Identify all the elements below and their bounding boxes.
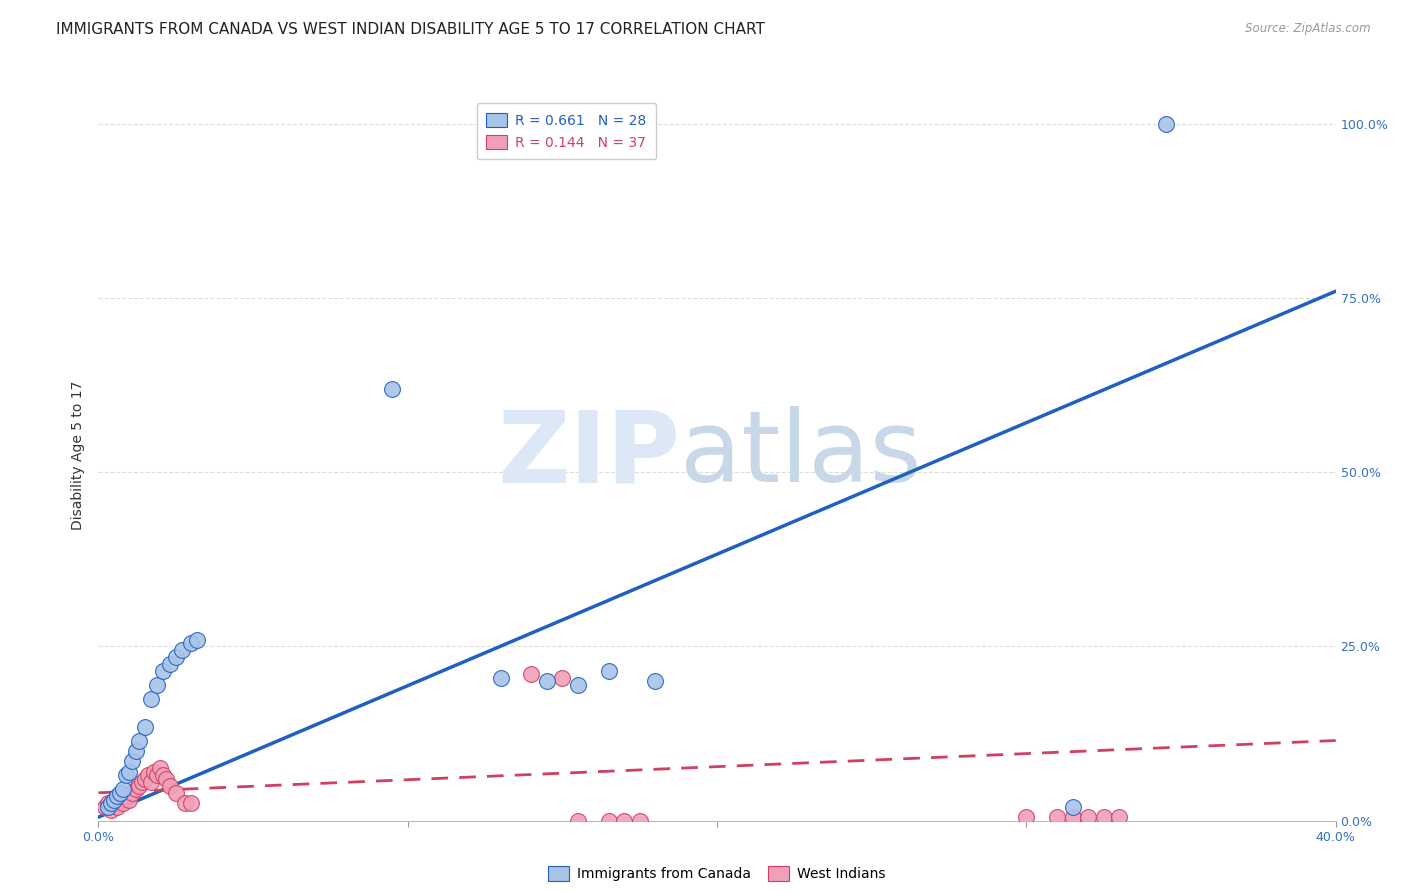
- Point: [128, 733, 150, 747]
- Text: Source: ZipAtlas.com: Source: ZipAtlas.com: [1246, 22, 1371, 36]
- Point: [567, 814, 589, 828]
- Point: [134, 720, 156, 734]
- Point: [134, 772, 156, 786]
- Point: [1046, 810, 1069, 824]
- Point: [551, 671, 574, 685]
- Point: [152, 768, 174, 782]
- Point: [598, 664, 620, 678]
- Point: [159, 779, 181, 793]
- Point: [186, 632, 208, 647]
- Text: atlas: atlas: [681, 407, 921, 503]
- Point: [165, 649, 187, 664]
- Legend: Immigrants from Canada, West Indians: Immigrants from Canada, West Indians: [543, 861, 891, 887]
- Point: [567, 678, 589, 692]
- Point: [598, 814, 620, 828]
- Point: [115, 768, 138, 782]
- Point: [118, 764, 141, 779]
- Point: [1092, 810, 1115, 824]
- Point: [139, 691, 162, 706]
- Point: [97, 796, 120, 810]
- Y-axis label: Disability Age 5 to 17: Disability Age 5 to 17: [72, 380, 86, 530]
- Point: [174, 796, 197, 810]
- Point: [112, 796, 135, 810]
- Point: [136, 768, 159, 782]
- Point: [165, 786, 187, 800]
- Point: [536, 674, 558, 689]
- Point: [381, 382, 404, 396]
- Point: [613, 814, 636, 828]
- Point: [108, 786, 131, 800]
- Point: [103, 796, 125, 810]
- Point: [146, 768, 169, 782]
- Point: [155, 772, 177, 786]
- Point: [159, 657, 181, 671]
- Point: [180, 636, 202, 650]
- Point: [1108, 810, 1130, 824]
- Point: [121, 755, 143, 769]
- Point: [100, 796, 122, 810]
- Point: [121, 786, 143, 800]
- Point: [628, 814, 651, 828]
- Point: [520, 667, 543, 681]
- Point: [1062, 799, 1084, 814]
- Point: [97, 799, 120, 814]
- Point: [1077, 810, 1099, 824]
- Point: [105, 789, 128, 804]
- Point: [149, 761, 172, 775]
- Point: [1062, 810, 1084, 824]
- Point: [1154, 117, 1177, 131]
- Point: [124, 782, 146, 797]
- Point: [152, 664, 174, 678]
- Point: [139, 775, 162, 789]
- Point: [124, 744, 146, 758]
- Point: [108, 793, 131, 807]
- Point: [180, 796, 202, 810]
- Point: [1015, 810, 1038, 824]
- Point: [112, 782, 135, 797]
- Point: [131, 775, 153, 789]
- Point: [118, 793, 141, 807]
- Point: [93, 799, 115, 814]
- Point: [143, 764, 166, 779]
- Point: [100, 803, 122, 817]
- Text: ZIP: ZIP: [498, 407, 681, 503]
- Point: [105, 799, 128, 814]
- Point: [128, 779, 150, 793]
- Point: [103, 793, 125, 807]
- Point: [644, 674, 666, 689]
- Point: [170, 643, 193, 657]
- Text: IMMIGRANTS FROM CANADA VS WEST INDIAN DISABILITY AGE 5 TO 17 CORRELATION CHART: IMMIGRANTS FROM CANADA VS WEST INDIAN DI…: [56, 22, 765, 37]
- Point: [146, 678, 169, 692]
- Point: [489, 671, 512, 685]
- Point: [115, 789, 138, 804]
